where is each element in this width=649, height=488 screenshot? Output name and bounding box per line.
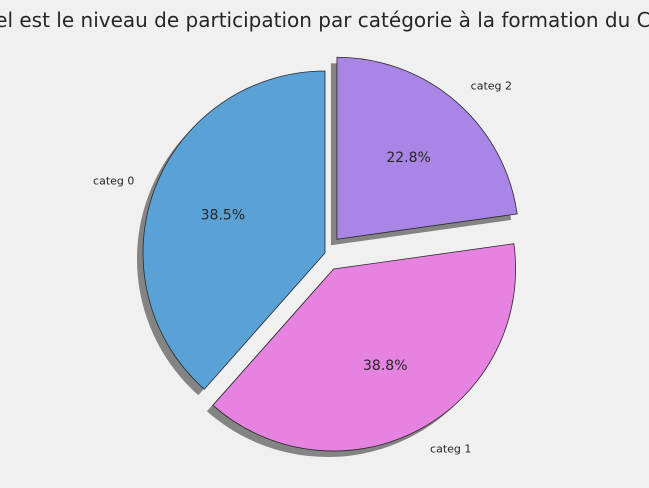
slice-percent-categ-1: 38.8%	[363, 358, 407, 374]
chart-title: Quel est le niveau de participation par …	[0, 8, 649, 32]
slice-percent-categ-0: 38.5%	[201, 207, 245, 223]
slice-percent-categ-2: 22.8%	[386, 150, 430, 166]
slice-label-categ-0: categ 0	[93, 175, 134, 188]
slice-label-categ-1: categ 1	[430, 443, 471, 456]
slice-label-categ-2: categ 2	[471, 79, 512, 92]
